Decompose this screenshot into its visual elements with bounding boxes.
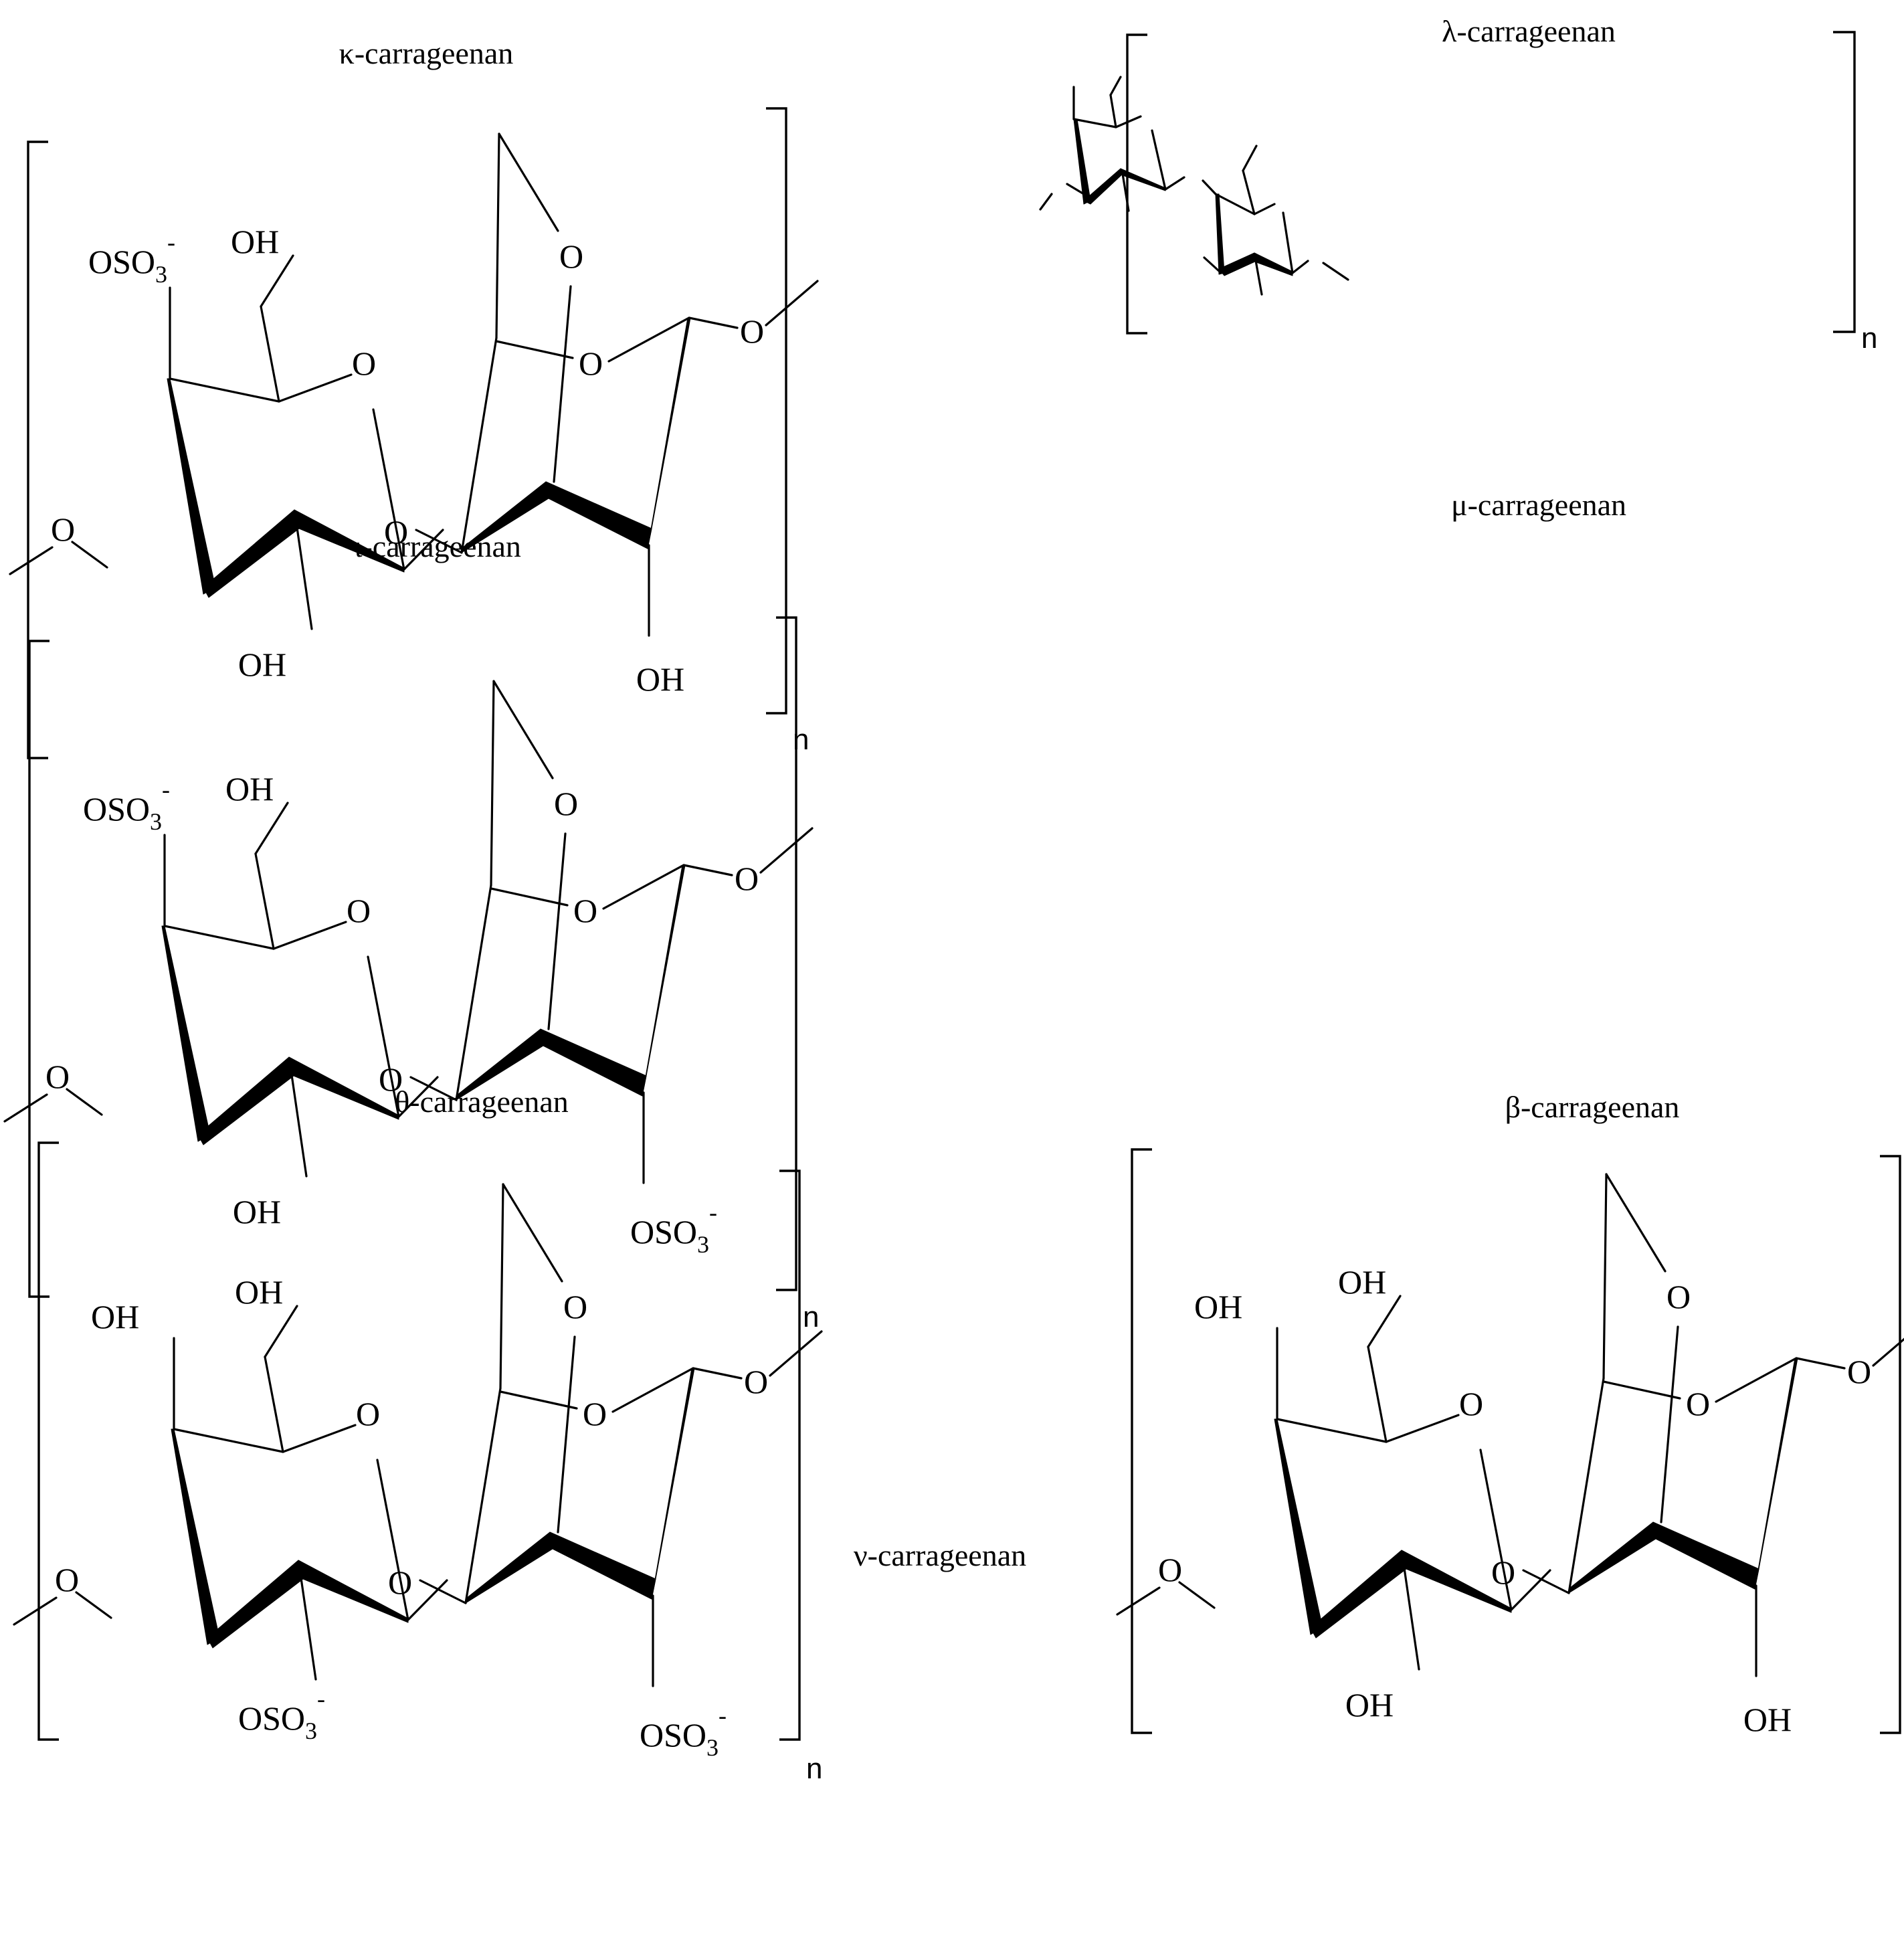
bracket-right — [1880, 1155, 1901, 1734]
structure-beta: β-carrageenan n O O O O O O OH OH OH OH — [1116, 1090, 1904, 1738]
bracket-right — [776, 616, 797, 1291]
substituent-oso3: OSO3- — [640, 1702, 727, 1761]
title-iota: ι-carrageenan — [354, 529, 521, 563]
structure-kappa: κ-carrageenan n O O O O O O OSO3- OH OH … — [9, 36, 819, 759]
substituent-oh: OH — [231, 223, 279, 260]
ring-oxygen: O — [352, 345, 376, 382]
bracket-left — [1126, 33, 1147, 335]
glycosidic-oxygen: O — [388, 1564, 412, 1601]
substituent-oh: OH — [636, 660, 684, 698]
substituent-oso3: OSO3- — [630, 1199, 717, 1258]
substituent-oh: OH — [238, 646, 286, 683]
structure-nu: ν-carrageenan — [854, 1538, 1026, 1572]
repeat-n: n — [803, 1301, 819, 1333]
bracket-right — [766, 107, 787, 715]
substituent-osO3: OSO3- — [88, 229, 175, 288]
linkage-oxygen: O — [45, 1058, 70, 1095]
structure-theta: θ-carrageenan n O O O O O O OH OH OSO3- … — [13, 1085, 823, 1785]
glycosidic-oxygen: O — [384, 513, 408, 551]
ring-oxygen: O — [573, 892, 597, 929]
exit-oxygen: O — [740, 312, 764, 350]
title-theta: θ-carrageenan — [395, 1085, 569, 1119]
title-beta: β-carrageenan — [1505, 1090, 1680, 1124]
ring-oxygen: O — [347, 892, 371, 929]
bridge-oxygen: O — [563, 1288, 587, 1325]
repeat-n: n — [806, 1752, 822, 1785]
repeat-n: n — [1861, 322, 1877, 355]
bridge-oxygen: O — [559, 238, 583, 275]
exit-oxygen: O — [744, 1363, 768, 1400]
substituent-oso3: OSO3- — [83, 776, 170, 835]
linkage-oxygen: O — [1158, 1551, 1182, 1588]
bridge-oxygen: O — [554, 785, 578, 822]
substituent-oh: OH — [235, 1273, 283, 1311]
substituent-oh: OH — [91, 1298, 139, 1335]
bracket-left — [1131, 1148, 1152, 1734]
exit-oxygen: O — [1847, 1353, 1871, 1390]
svg-text:OSO3-: OSO3- — [88, 229, 175, 288]
bracket-left — [27, 141, 48, 759]
title-nu: ν-carrageenan — [854, 1538, 1026, 1572]
bracket-right — [779, 1170, 801, 1741]
glycosidic-oxygen: O — [379, 1060, 403, 1098]
linkage-oxygen: O — [55, 1561, 79, 1598]
bracket-right — [1833, 31, 1856, 333]
ring-oxygen: O — [583, 1395, 607, 1432]
title-mu: μ-carrageenan — [1451, 488, 1626, 522]
bracket-left — [37, 1141, 59, 1741]
substituent-oh: OH — [1338, 1263, 1386, 1301]
title-kappa: κ-carrageenan — [339, 36, 514, 70]
bridge-oxygen: O — [1667, 1278, 1691, 1315]
substituent-oh: OH — [233, 1193, 281, 1230]
structure-iota: ι-carrageenan n O O O O O O OSO3- OH OH … — [3, 529, 819, 1333]
substituent-oh: OH — [1194, 1288, 1242, 1325]
glycosidic-oxygen: O — [1491, 1554, 1515, 1591]
substituent-oh: OH — [1743, 1701, 1792, 1738]
ring-oxygen: O — [579, 345, 603, 382]
exit-oxygen: O — [735, 860, 759, 897]
substituent-oh: OH — [1345, 1686, 1394, 1724]
linkage-oxygen: O — [51, 510, 75, 548]
title-lambda: λ-carrageenan — [1442, 14, 1616, 48]
structure-lambda: λ-carrageenan n — [1039, 14, 1877, 355]
ring-oxygen: O — [356, 1395, 380, 1432]
substituent-oso3: OSO3- — [238, 1685, 325, 1744]
ring-oxygen: O — [1686, 1385, 1710, 1422]
structure-mu: μ-carrageenan — [1451, 488, 1626, 522]
substituent-oh: OH — [225, 770, 274, 808]
ring-oxygen: O — [1459, 1385, 1483, 1422]
